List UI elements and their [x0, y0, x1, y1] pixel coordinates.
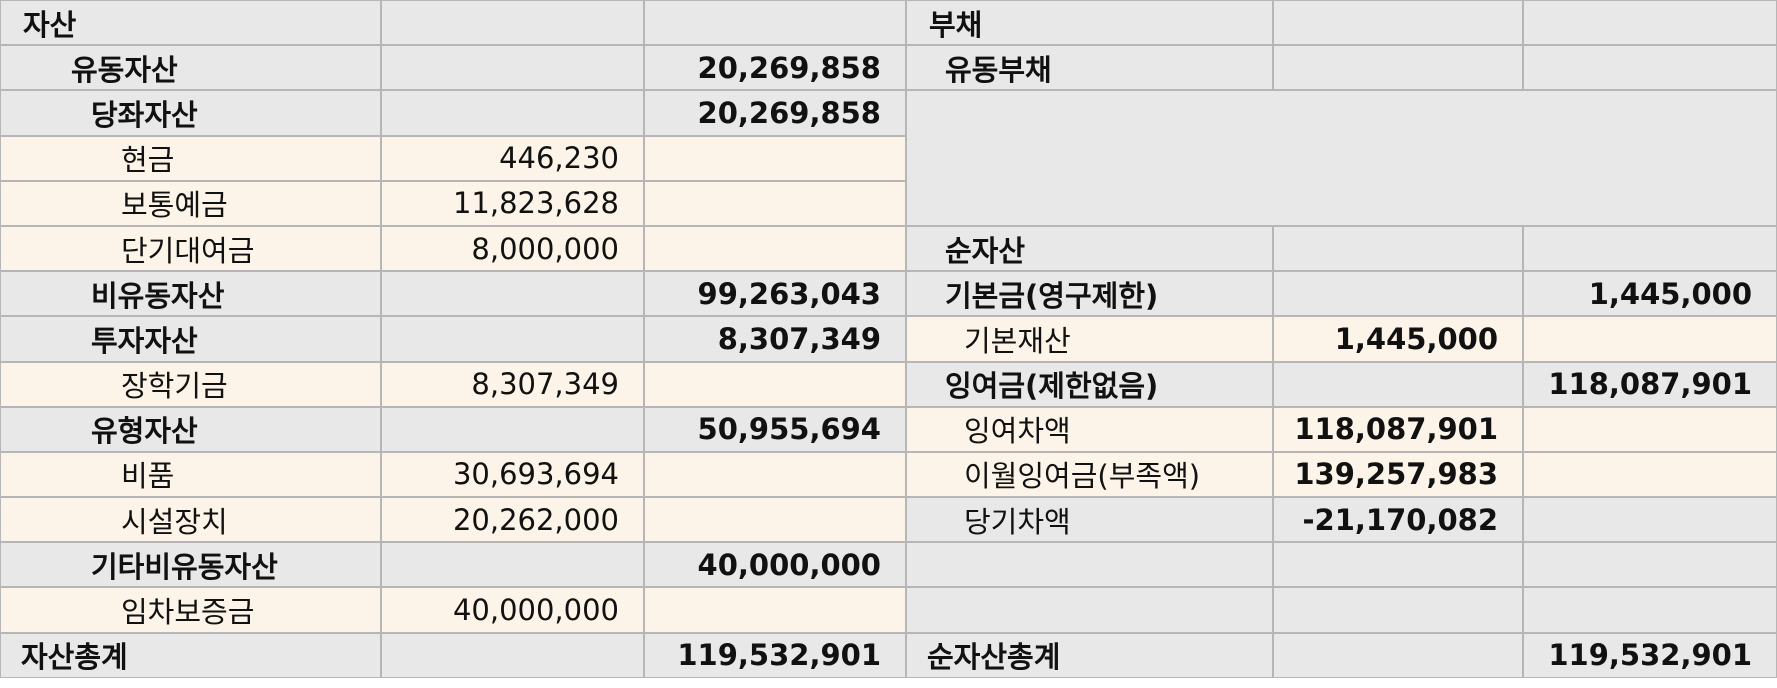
- empty-cell[interactable]: [1273, 271, 1523, 317]
- lease-deposit-label[interactable]: 임차보증금: [0, 587, 381, 633]
- empty-cell[interactable]: [1523, 587, 1777, 633]
- empty-cell[interactable]: [1273, 632, 1523, 678]
- other-noncurrent-label[interactable]: 기타비유동자산: [0, 542, 381, 588]
- other-noncurrent-total[interactable]: 40,000,000: [644, 542, 906, 588]
- empty-cell[interactable]: [381, 406, 644, 452]
- facilities-label[interactable]: 시설장치: [0, 497, 381, 543]
- cash-label[interactable]: 현금: [0, 135, 381, 181]
- surplus-label[interactable]: 잉여금(제한없음): [906, 361, 1273, 407]
- total-net-assets-value[interactable]: 119,532,901: [1523, 632, 1777, 678]
- total-assets-value[interactable]: 119,532,901: [644, 632, 906, 678]
- carried-surplus-label[interactable]: 이월잉여금(부족액): [906, 451, 1273, 498]
- tangible-assets-total[interactable]: 50,955,694: [644, 406, 906, 452]
- short-term-loan-value[interactable]: 8,000,000: [381, 225, 644, 272]
- empty-cell[interactable]: [906, 587, 1273, 633]
- tangible-assets-label[interactable]: 유형자산: [0, 406, 381, 452]
- basic-property-value[interactable]: 1,445,000: [1273, 316, 1523, 362]
- current-assets-total[interactable]: 20,269,858: [644, 45, 906, 91]
- empty-cell[interactable]: [644, 0, 906, 46]
- empty-cell[interactable]: [644, 180, 906, 226]
- current-assets-label[interactable]: 유동자산: [0, 45, 381, 91]
- liabilities-header[interactable]: 부채: [906, 0, 1273, 46]
- empty-cell[interactable]: [1523, 316, 1777, 362]
- ordinary-deposit-label[interactable]: 보통예금: [0, 180, 381, 226]
- empty-cell[interactable]: [644, 135, 906, 181]
- empty-cell[interactable]: [1273, 361, 1523, 407]
- total-net-assets-label[interactable]: 순자산총계: [906, 632, 1273, 678]
- investment-assets-total[interactable]: 8,307,349: [644, 316, 906, 362]
- empty-cell[interactable]: [1523, 406, 1777, 452]
- empty-cell[interactable]: [644, 587, 906, 633]
- fixtures-value[interactable]: 30,693,694: [381, 451, 644, 498]
- empty-cell[interactable]: [1523, 497, 1777, 543]
- surplus-total[interactable]: 118,087,901: [1523, 361, 1777, 407]
- empty-cell[interactable]: [1523, 225, 1777, 272]
- scholarship-fund-value[interactable]: 8,307,349: [381, 361, 644, 407]
- empty-cell[interactable]: [906, 542, 1273, 588]
- empty-cell[interactable]: [381, 271, 644, 317]
- empty-cell[interactable]: [644, 497, 906, 543]
- noncurrent-assets-label[interactable]: 비유동자산: [0, 271, 381, 317]
- carried-surplus-value[interactable]: 139,257,983: [1273, 451, 1523, 498]
- facilities-value[interactable]: 20,262,000: [381, 497, 644, 543]
- current-diff-label[interactable]: 당기차액: [906, 497, 1273, 543]
- noncurrent-assets-total[interactable]: 99,263,043: [644, 271, 906, 317]
- quick-assets-total[interactable]: 20,269,858: [644, 90, 906, 136]
- empty-cell[interactable]: [1273, 45, 1523, 91]
- empty-cell[interactable]: [644, 451, 906, 498]
- quick-assets-label[interactable]: 당좌자산: [0, 90, 381, 136]
- basic-property-label[interactable]: 기본재산: [906, 316, 1273, 362]
- total-assets-label[interactable]: 자산총계: [0, 632, 381, 678]
- net-assets-header[interactable]: 순자산: [906, 225, 1273, 272]
- empty-cell[interactable]: [644, 225, 906, 272]
- basic-fund-label[interactable]: 기본금(영구제한): [906, 271, 1273, 317]
- empty-cell[interactable]: [1523, 45, 1777, 91]
- cash-value[interactable]: 446,230: [381, 135, 644, 181]
- empty-cell[interactable]: [644, 361, 906, 407]
- empty-cell[interactable]: [381, 316, 644, 362]
- empty-cell[interactable]: [1273, 225, 1523, 272]
- current-diff-value[interactable]: -21,170,082: [1273, 497, 1523, 543]
- empty-cell[interactable]: [1273, 0, 1523, 46]
- short-term-loan-label[interactable]: 단기대여금: [0, 225, 381, 272]
- ordinary-deposit-value[interactable]: 11,823,628: [381, 180, 644, 226]
- surplus-diff-label[interactable]: 잉여차액: [906, 406, 1273, 452]
- surplus-diff-value[interactable]: 118,087,901: [1273, 406, 1523, 452]
- empty-cell[interactable]: [1523, 0, 1777, 46]
- empty-cell[interactable]: [381, 632, 644, 678]
- investment-assets-label[interactable]: 투자자산: [0, 316, 381, 362]
- empty-cell[interactable]: [381, 0, 644, 46]
- current-liabilities-label[interactable]: 유동부채: [906, 45, 1273, 91]
- empty-cell[interactable]: [1523, 451, 1777, 498]
- lease-deposit-value[interactable]: 40,000,000: [381, 587, 644, 633]
- empty-cell[interactable]: [381, 45, 644, 91]
- empty-cell[interactable]: [1273, 587, 1523, 633]
- assets-header[interactable]: 자산: [0, 0, 381, 46]
- scholarship-fund-label[interactable]: 장학기금: [0, 361, 381, 407]
- basic-fund-total[interactable]: 1,445,000: [1523, 271, 1777, 317]
- empty-cell[interactable]: [381, 542, 644, 588]
- empty-cell[interactable]: [381, 90, 644, 136]
- empty-cell[interactable]: [1273, 542, 1523, 588]
- merged-empty-block[interactable]: [906, 90, 1777, 226]
- fixtures-label[interactable]: 비품: [0, 451, 381, 498]
- empty-cell[interactable]: [1523, 542, 1777, 588]
